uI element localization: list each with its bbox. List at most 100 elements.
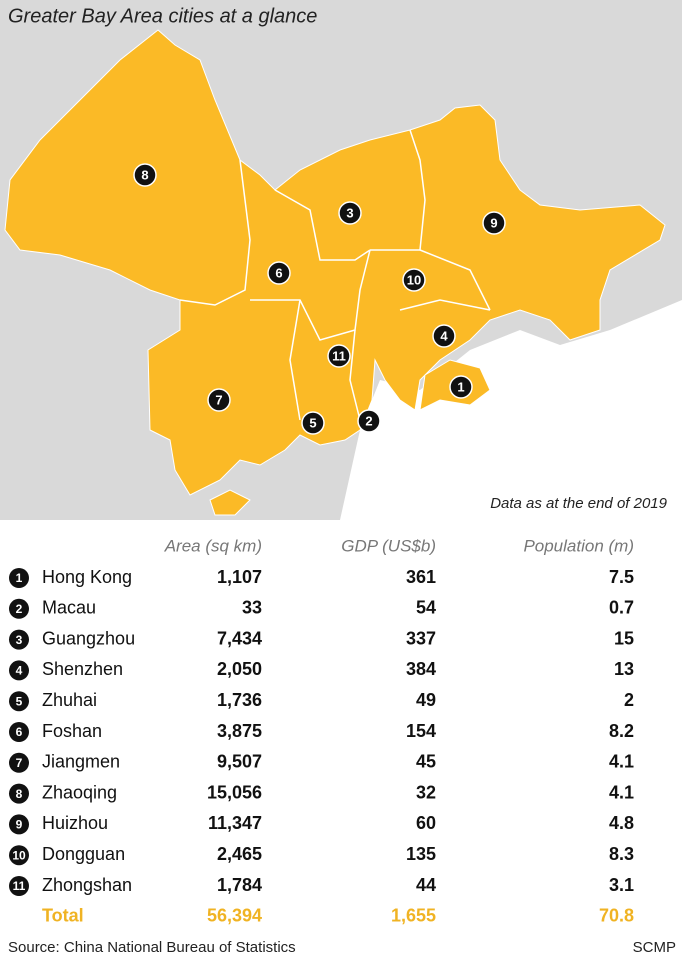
marker-label: 1 xyxy=(457,379,464,394)
map-marker: 8 xyxy=(133,163,157,187)
column-header: GDP (US$b) xyxy=(341,536,436,555)
cell-area: 2,050 xyxy=(217,659,262,679)
cell-gdp: 384 xyxy=(406,659,436,679)
map-marker: 5 xyxy=(301,411,325,435)
row-badge xyxy=(9,876,29,896)
cell-population: 13 xyxy=(614,659,634,679)
city-name: Zhongshan xyxy=(42,875,132,895)
map-marker: 2 xyxy=(357,409,381,433)
row-badge xyxy=(9,598,29,619)
cell-area: 2,465 xyxy=(217,844,262,864)
row-badge xyxy=(9,845,29,866)
row-number: 5 xyxy=(16,694,23,708)
row-number: 10 xyxy=(12,848,26,862)
cell-gdp: 49 xyxy=(416,690,436,710)
cell-population: 2 xyxy=(624,690,634,710)
total-area: 56,394 xyxy=(207,906,262,926)
cell-population: 0.7 xyxy=(609,598,634,618)
city-name: Zhaoqing xyxy=(42,782,117,802)
row-badge xyxy=(9,814,29,835)
marker-label: 9 xyxy=(490,215,497,230)
cell-population: 8.3 xyxy=(609,844,634,864)
city-name: Macau xyxy=(42,598,96,618)
total-population: 70.8 xyxy=(599,906,634,926)
row-badge xyxy=(9,722,29,742)
cell-gdp: 60 xyxy=(416,813,436,833)
marker-label: 3 xyxy=(346,205,353,220)
marker-label: 8 xyxy=(141,167,148,182)
data-note: Data as at the end of 2019 xyxy=(490,495,667,512)
city-name: Zhuhai xyxy=(42,690,97,710)
cell-population: 4.1 xyxy=(609,782,634,802)
total-label: Total xyxy=(42,906,84,926)
total-gdp: 1,655 xyxy=(391,906,436,926)
row-number: 9 xyxy=(16,818,23,832)
source: Source: China National Bureau of Statist… xyxy=(8,939,296,956)
row-badge xyxy=(9,783,29,804)
row-number: 7 xyxy=(16,756,23,770)
city-name: Guangzhou xyxy=(42,628,135,648)
cell-gdp: 337 xyxy=(406,628,436,648)
cell-population: 4.1 xyxy=(609,752,634,772)
cell-gdp: 44 xyxy=(416,875,436,895)
title: Greater Bay Area cities at a glance xyxy=(8,5,317,27)
marker-label: 7 xyxy=(215,392,222,407)
sea xyxy=(340,300,682,520)
city-name: Jiangmen xyxy=(42,752,120,772)
cell-gdp: 32 xyxy=(416,782,436,802)
marker-label: 4 xyxy=(440,328,448,343)
city-name: Huizhou xyxy=(42,813,108,833)
row-badge xyxy=(9,660,29,681)
cell-population: 15 xyxy=(614,628,634,648)
marker-label: 11 xyxy=(332,348,346,363)
cell-area: 3,875 xyxy=(217,721,262,741)
map: 8 3 9 6 10 4 11 1 7 5 2 Greater Bay Area… xyxy=(0,0,682,520)
region-borders xyxy=(179,129,491,421)
row-number: 4 xyxy=(16,664,23,678)
row-badge xyxy=(9,629,29,650)
cell-gdp: 54 xyxy=(416,598,436,618)
marker-label: 5 xyxy=(309,415,316,430)
map-marker: 7 xyxy=(207,388,231,412)
cell-area: 1,784 xyxy=(217,875,262,895)
city-name: Foshan xyxy=(42,721,102,741)
bay-area-region xyxy=(4,29,666,496)
cell-area: 7,434 xyxy=(217,628,262,648)
map-marker: 3 xyxy=(338,201,362,225)
credit: SCMP xyxy=(633,939,676,956)
row-badge xyxy=(9,691,29,712)
marker-label: 10 xyxy=(407,272,421,287)
city-name: Hong Kong xyxy=(42,567,132,587)
row-number: 3 xyxy=(16,633,23,647)
cell-area: 33 xyxy=(242,598,262,618)
islands xyxy=(209,489,251,516)
data-table: Area (sq km) GDP (US$b) Population (m) 1 Hon… xyxy=(9,536,634,926)
cell-area: 1,736 xyxy=(217,690,262,710)
cell-gdp: 154 xyxy=(406,721,436,741)
row-badge xyxy=(9,752,29,773)
cell-gdp: 135 xyxy=(406,844,436,864)
cell-population: 8.2 xyxy=(609,721,634,741)
cell-population: 4.8 xyxy=(609,813,634,833)
cell-population: 7.5 xyxy=(609,567,634,587)
map-marker: 4 xyxy=(432,324,456,348)
column-header: Area (sq km) xyxy=(164,536,262,555)
marker-label: 6 xyxy=(275,265,282,280)
cell-area: 9,507 xyxy=(217,752,262,772)
column-header: Population (m) xyxy=(523,536,634,555)
city-name: Dongguan xyxy=(42,844,125,864)
cell-gdp: 361 xyxy=(406,567,436,587)
row-number: 1 xyxy=(16,571,23,585)
cell-area: 11,347 xyxy=(208,813,262,833)
marker-label: 2 xyxy=(365,413,372,428)
row-number: 8 xyxy=(16,787,23,801)
map-marker: 9 xyxy=(482,211,506,235)
cell-area: 1,107 xyxy=(217,567,262,587)
row-badge xyxy=(9,568,29,588)
cell-population: 3.1 xyxy=(609,875,634,895)
cell-area: 15,056 xyxy=(207,782,262,802)
map-marker: 1 xyxy=(449,375,473,399)
row-number: 2 xyxy=(16,602,23,616)
cell-gdp: 45 xyxy=(416,752,436,772)
